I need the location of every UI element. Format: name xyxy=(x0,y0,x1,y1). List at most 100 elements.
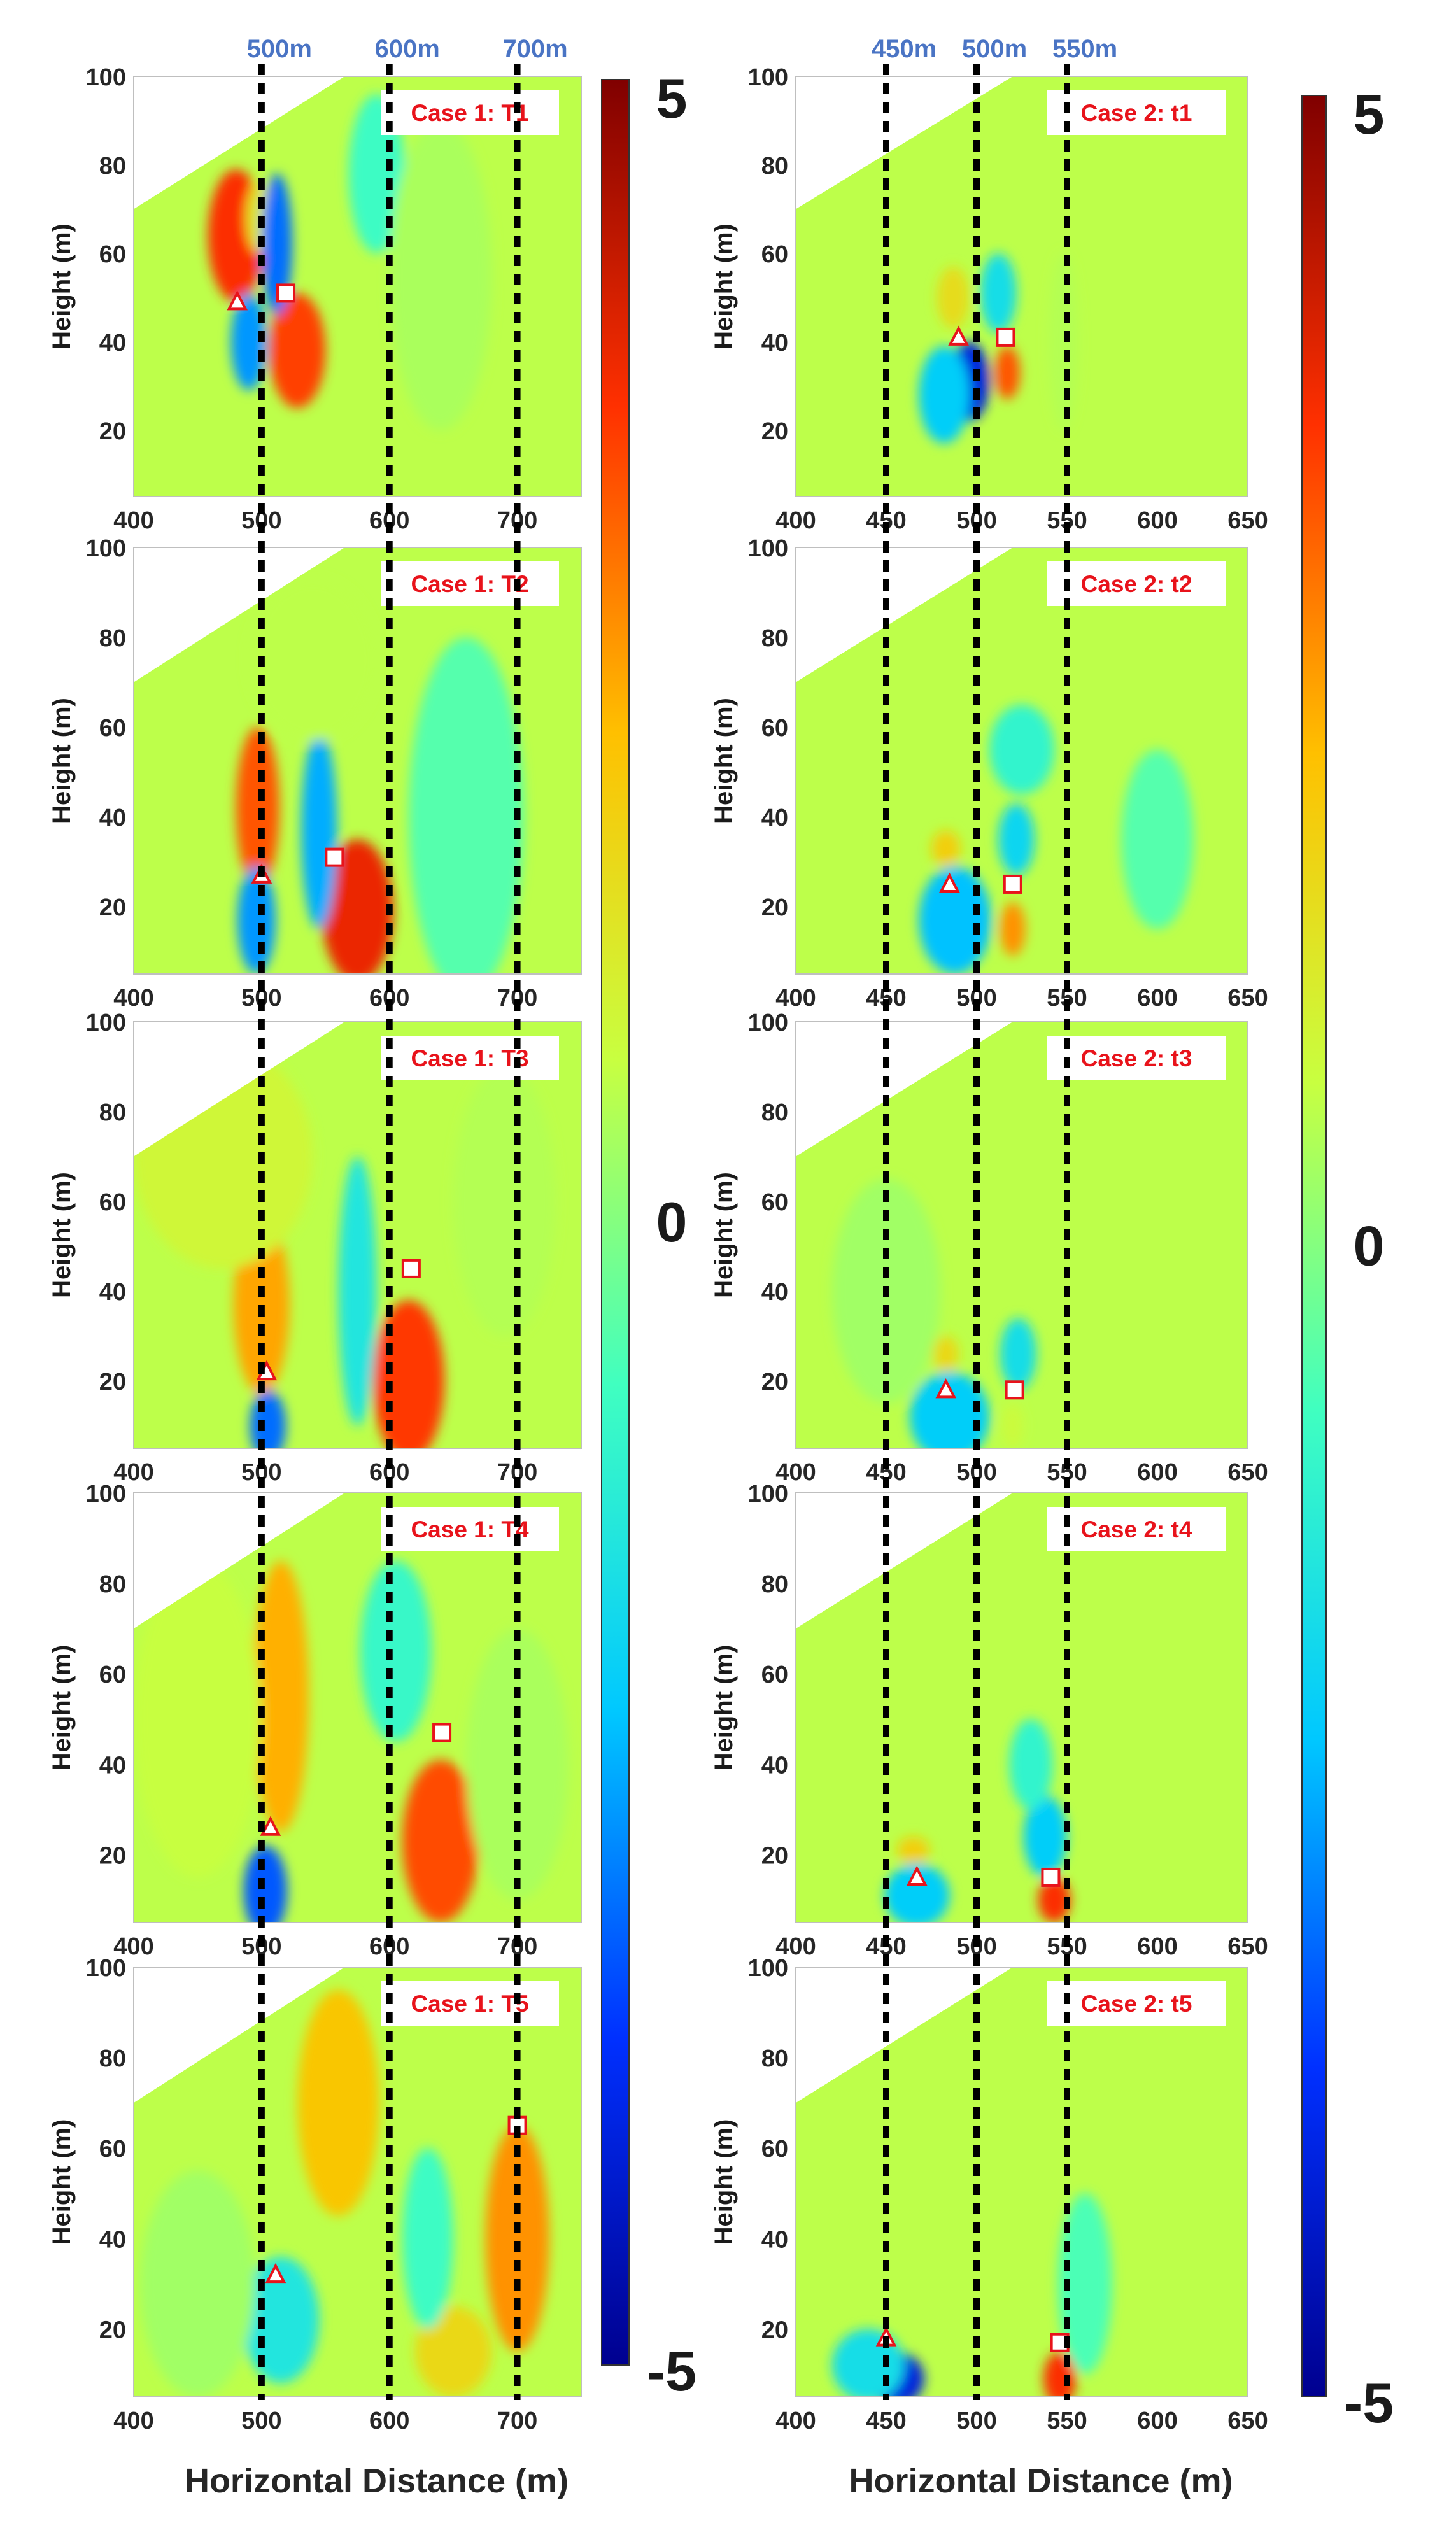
colorbar-min-label: -5 xyxy=(1344,2371,1394,2434)
panel-title: Case 2: t2 xyxy=(1081,571,1192,597)
colorbar xyxy=(601,79,630,2366)
triangle-marker xyxy=(906,1865,928,1886)
panel-title: Case 1: T4 xyxy=(411,1516,529,1543)
triangle-marker xyxy=(260,1816,281,1836)
heatmap-anomaly-3 xyxy=(1038,1877,1071,1923)
y-tick-label: 40 xyxy=(761,2226,788,2253)
x-tick-label: 700 xyxy=(497,2408,537,2434)
y-tick-label: 80 xyxy=(761,2045,788,2072)
heatmap-anomaly-3 xyxy=(372,1300,445,1448)
dashed-lines-layer xyxy=(258,64,1070,2400)
heatmap-anomaly-4 xyxy=(261,173,293,316)
heatmap-anomaly-5 xyxy=(248,579,377,741)
panel-title-box: Case 2: t2 xyxy=(1047,561,1226,606)
y-tick-label: 40 xyxy=(761,1279,788,1306)
colorbar-min-label: -5 xyxy=(647,2340,696,2403)
y-tick-label: 100 xyxy=(748,535,788,562)
colorbar xyxy=(1301,95,1327,2397)
x-tick-label: 650 xyxy=(1227,1459,1268,1486)
heatmap-anomaly-6 xyxy=(1049,253,1078,430)
y-tick-label: 60 xyxy=(99,241,126,268)
heatmap-anomaly-6 xyxy=(453,1066,556,1336)
panel-frame xyxy=(133,76,582,497)
panel-title: Case 2: t3 xyxy=(1081,1045,1192,1071)
heatmap-anomaly-6 xyxy=(1121,749,1194,929)
heatmap-anomaly-1 xyxy=(297,1989,379,2216)
panel-title-box: Case 1: T4 xyxy=(381,1507,559,1551)
x-tick-label: 650 xyxy=(1227,507,1268,534)
heatmap-anomaly-3 xyxy=(269,293,326,409)
dashed-line-label: 550m xyxy=(1052,35,1117,63)
heatmap-anomaly-3 xyxy=(402,1760,479,1923)
y-tick-label: 60 xyxy=(761,241,788,268)
panel-frame xyxy=(133,1021,582,1449)
x-tick-label: 400 xyxy=(113,507,153,534)
panel-frame xyxy=(795,1967,1248,2397)
panel-title: Case 1: T1 xyxy=(411,100,528,126)
x-tick-label: 400 xyxy=(113,2408,153,2434)
y-tick-label: 60 xyxy=(99,1189,126,1216)
heatmap-anomaly-4 xyxy=(301,731,337,929)
heatmap-anomaly-2 xyxy=(933,1336,959,1373)
dashed-line-label: 500m xyxy=(962,35,1027,63)
heatmap-anomaly-6 xyxy=(408,637,524,974)
panel-frame xyxy=(795,1021,1248,1449)
y-axis-label: Height (m) xyxy=(710,1172,738,1298)
y-tick-label: 100 xyxy=(86,64,126,91)
x-tick-label: 600 xyxy=(1137,507,1177,534)
y-tick-label: 40 xyxy=(761,805,788,831)
heatmap-anomaly-4 xyxy=(1001,1403,1024,1448)
panel-title-box: Case 1: T5 xyxy=(381,1981,559,2026)
heatmap-anomaly-5 xyxy=(134,1560,262,1877)
heatmap-anomaly-3 xyxy=(322,839,393,974)
panel-title: Case 2: t4 xyxy=(1081,1516,1192,1543)
y-tick-label: 60 xyxy=(761,1189,788,1216)
x-tick-label: 400 xyxy=(113,985,153,1012)
y-tick-label: 40 xyxy=(99,2226,126,2253)
heatmap-anomaly-7 xyxy=(389,120,492,430)
heatmap-anomaly-5 xyxy=(230,293,267,391)
square-marker xyxy=(325,847,344,867)
x-tick-label: 650 xyxy=(1227,985,1268,1012)
y-tick-label: 60 xyxy=(761,2136,788,2163)
heatmap-anomaly-5 xyxy=(980,253,1017,333)
x-tick-label: 400 xyxy=(775,2408,816,2434)
y-tick-label: 20 xyxy=(99,1842,126,1869)
colorbar-mid-label: 0 xyxy=(656,1190,688,1253)
panel-title-box: Case 1: T3 xyxy=(381,1036,559,1080)
y-tick-label: 40 xyxy=(761,330,788,357)
x-tick-label: 450 xyxy=(866,2408,906,2434)
y-tick-label: 40 xyxy=(99,1279,126,1306)
x-tick-label: 400 xyxy=(113,1933,153,1960)
triangle-marker xyxy=(265,2263,286,2284)
heatmap-anomaly-5 xyxy=(989,704,1055,794)
heatmap-anomaly-5 xyxy=(402,2148,454,2329)
panel-title-box: Case 1: T2 xyxy=(381,561,559,606)
heatmap-panel-1-5: Case 1: T5 20 40 60 80 100 Height (m) 400 500 600… xyxy=(48,1955,582,2434)
y-tick-label: 60 xyxy=(99,2136,126,2163)
dashed-line-label: 600m xyxy=(375,35,440,63)
heatmap-anomaly-1 xyxy=(919,866,991,974)
panel-title: Case 1: T5 xyxy=(411,1991,528,2017)
heatmap-anomaly-1 xyxy=(252,1560,309,1832)
heatmap-anomaly-4 xyxy=(414,2306,492,2397)
y-tick-label: 60 xyxy=(99,1662,126,1688)
heatmap-anomaly-5 xyxy=(134,1044,313,1269)
heatmap-anomaly-2 xyxy=(250,1390,286,1448)
y-axis-label: Height (m) xyxy=(48,223,76,350)
y-tick-label: 100 xyxy=(748,64,788,91)
panel-title: Case 1: T2 xyxy=(411,571,528,597)
x-tick-label: 650 xyxy=(1227,2408,1268,2434)
y-tick-label: 60 xyxy=(99,715,126,742)
heatmap-anomaly-6 xyxy=(140,2170,255,2397)
heatmap-anomaly-2 xyxy=(919,346,970,444)
y-tick-label: 80 xyxy=(99,1099,126,1126)
heatmap-anomaly-3 xyxy=(485,2125,549,2352)
y-tick-label: 80 xyxy=(761,1099,788,1126)
heatmap-anomaly-2 xyxy=(243,1846,288,1923)
y-tick-label: 20 xyxy=(99,418,126,445)
y-axis-label: Height (m) xyxy=(48,1172,76,1298)
